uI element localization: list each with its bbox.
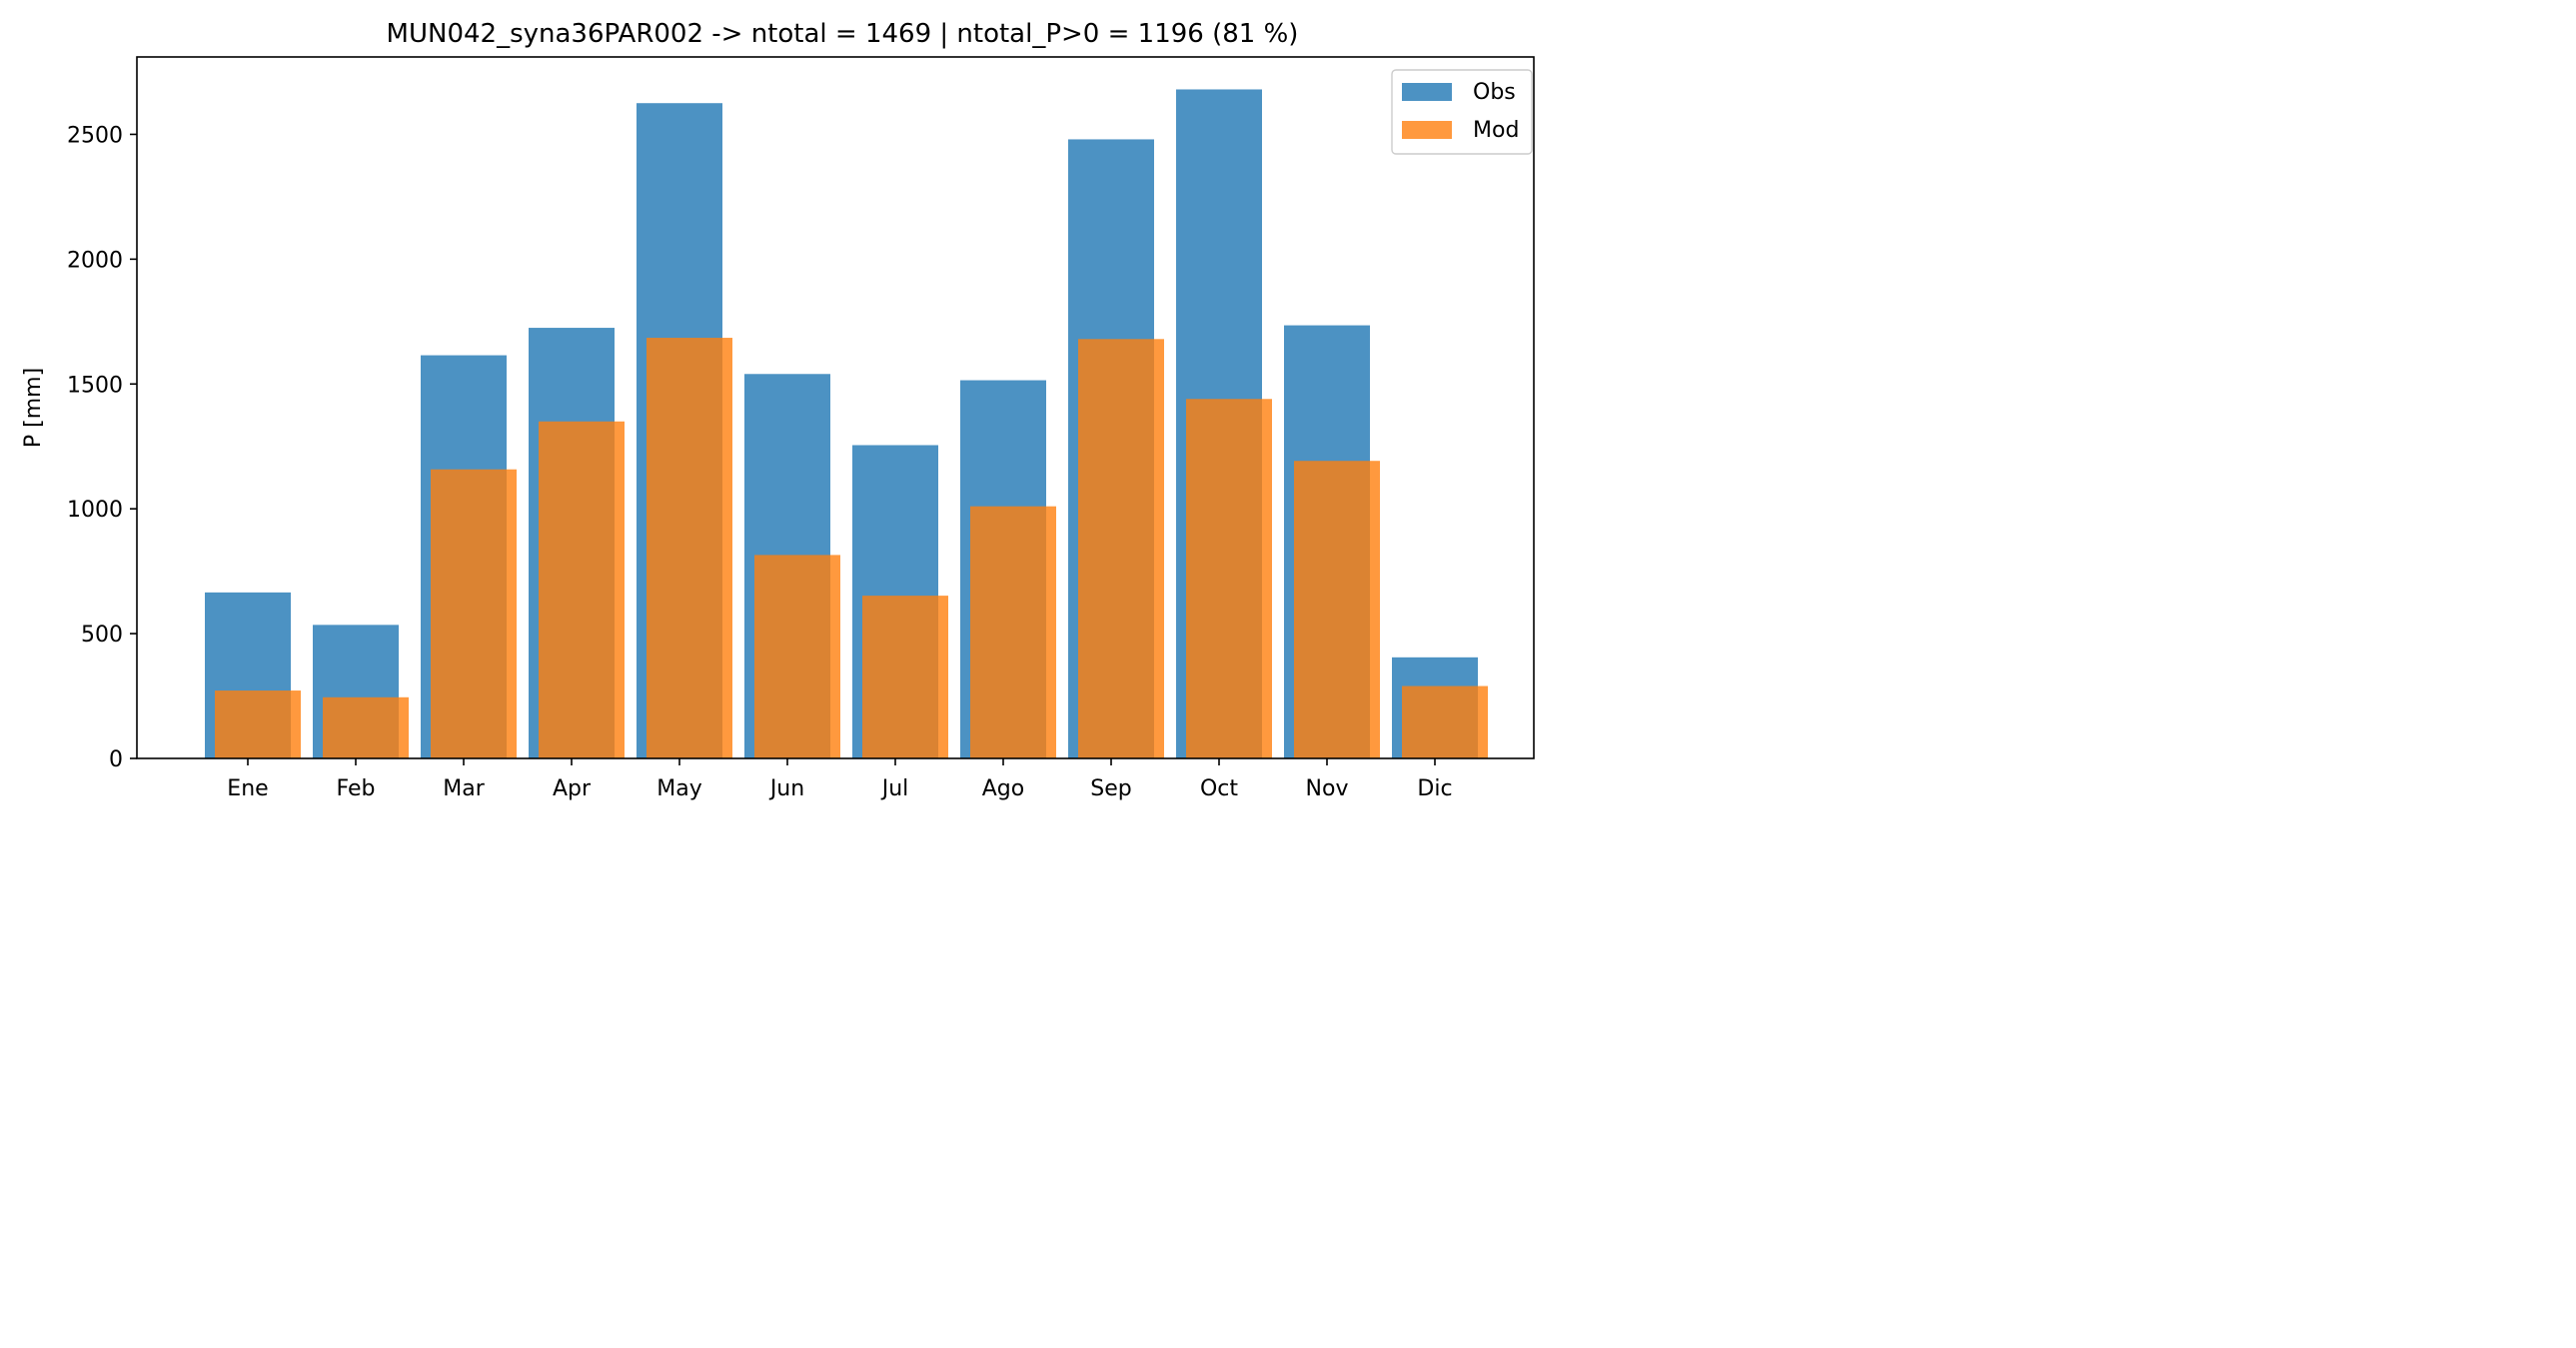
x-tick-label: Nov [1306,776,1349,801]
x-tick-label: Apr [553,776,592,801]
bar-mod-jul [862,596,948,758]
bar-mod-dic [1402,685,1488,758]
x-tick-label: Dic [1417,776,1452,801]
y-tick-label: 1000 [67,498,123,523]
y-tick-label: 2000 [67,248,123,273]
bar-mod-jun [754,555,840,758]
x-tick-label: Oct [1200,776,1238,801]
legend-swatch-mod [1402,121,1452,139]
x-tick-label: Jun [768,776,804,801]
x-axis: Ene Feb Mar Apr May Jun Jul Ago Sep Oct Nov Dic [227,758,1453,801]
bars-group [205,89,1488,758]
y-tick-label: 1500 [67,373,123,398]
x-tick-label: May [656,776,701,801]
bar-mod-apr [539,421,625,758]
legend-label-obs: Obs [1473,80,1516,105]
x-tick-label: Sep [1090,776,1131,801]
x-tick-label: Jul [880,776,909,801]
bar-mod-oct [1186,399,1272,758]
y-axis-label: P [mm] [21,368,46,448]
x-tick-label: Ago [982,776,1024,801]
x-tick-label: Feb [337,776,376,801]
x-tick-label: Ene [227,776,268,801]
y-axis: 0 500 1000 1500 2000 2500 [67,123,137,772]
bar-mod-nov [1294,461,1380,758]
bar-mod-mar [431,469,517,758]
bar-chart: MUN042_syna36PAR002 -> ntotal = 1469 | n… [21,19,1535,801]
legend-swatch-obs [1402,83,1452,101]
bar-mod-sep [1078,339,1164,758]
chart-title: MUN042_syna36PAR002 -> ntotal = 1469 | n… [387,19,1299,49]
bar-mod-ago [970,506,1056,758]
y-tick-label: 2500 [67,123,123,148]
y-tick-label: 0 [109,747,123,772]
bar-mod-feb [323,696,409,758]
plot-frame [136,56,1535,759]
bar-mod-may [646,338,732,758]
legend: Obs Mod [1391,69,1533,155]
x-tick-label: Mar [443,776,485,801]
bar-mod-ene [215,690,301,758]
legend-label-mod: Mod [1473,118,1519,143]
y-tick-label: 500 [81,623,123,648]
